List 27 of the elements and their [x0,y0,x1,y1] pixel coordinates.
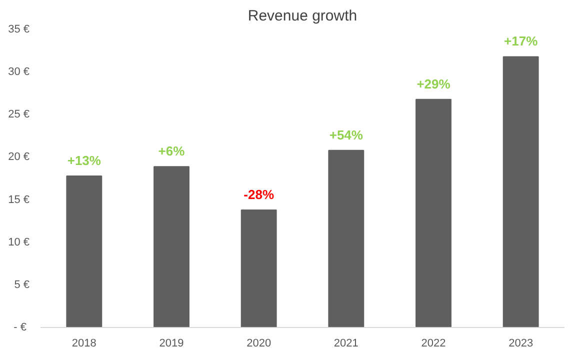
x-tick-label: 2023 [508,338,534,349]
annotation: +29% [416,76,451,92]
bar [416,98,452,328]
annotation: +54% [329,127,364,142]
y-tick-label: 25 € [8,108,30,121]
bar [240,210,277,328]
annotation: +17% [504,34,538,49]
y-tick-label: 20 € [8,151,30,164]
x-tick-label: 2022 [421,338,446,349]
annotation: +6% [158,144,186,159]
annotation: +13% [67,152,102,168]
bar [328,150,364,328]
y-tick-label: 10 € [8,236,30,248]
x-tick-label: 2018 [72,338,96,349]
x-tick-label: 2019 [159,338,184,349]
bar [502,56,539,328]
annotation: -28% [244,187,274,202]
chart-title: Revenue growth [248,8,358,24]
y-tick-label: - € [14,322,26,334]
bar [154,166,190,328]
y-tick-label: 30 € [8,66,30,78]
x-tick-label: 2020 [246,338,272,349]
y-tick-label: 15 € [8,194,30,206]
bar [66,175,102,328]
y-tick-label: 35 € [8,24,30,36]
y-tick-label: 5 € [14,278,30,291]
x-tick-label: 2021 [334,338,358,349]
